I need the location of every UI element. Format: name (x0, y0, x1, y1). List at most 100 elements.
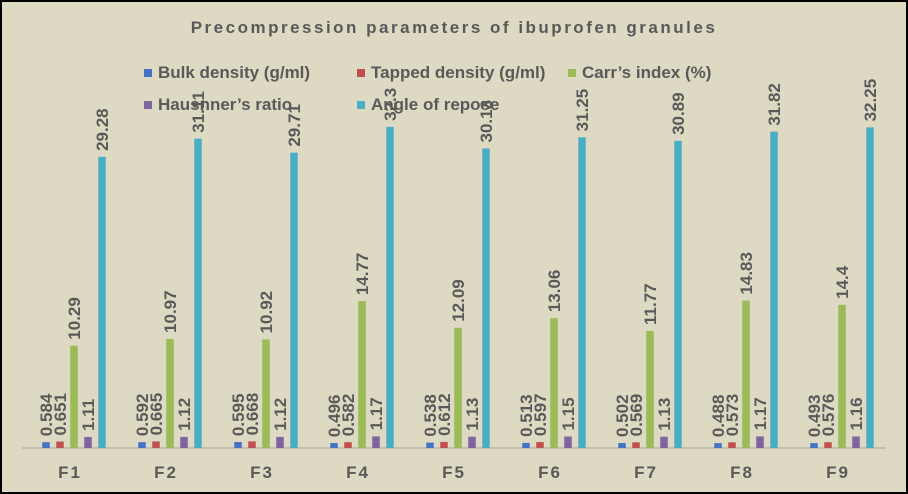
bar-f7-series-1 (632, 442, 640, 448)
bar-f4-series-0 (330, 443, 338, 448)
bar-f6-series-1 (536, 442, 544, 448)
data-label-f4-series-0: 0.496 (325, 395, 344, 438)
bar-f7-series-2 (646, 330, 654, 448)
legend-label-tapped-density: Tapped density (g/ml) (371, 63, 546, 82)
data-label-f5-series-1: 0.612 (435, 393, 454, 436)
data-label-f8-series-4: 31.82 (765, 83, 784, 126)
data-label-f4-series-3: 1.17 (367, 397, 386, 430)
bar-f3-series-0 (234, 442, 242, 448)
data-label-f3-series-4: 29.71 (285, 104, 304, 147)
bar-f2-series-0 (138, 442, 146, 448)
bar-f1-series-4 (98, 156, 106, 448)
bar-f6-series-3 (564, 436, 572, 448)
legend-label-carrs-index: Carr’s index (%) (582, 63, 712, 82)
bar-f6-series-4 (578, 137, 586, 448)
bar-f4-series-2 (358, 301, 366, 448)
data-label-f8-series-2: 14.83 (737, 252, 756, 295)
data-label-f5-series-2: 12.09 (449, 279, 468, 322)
data-label-f6-series-3: 1.15 (559, 397, 578, 430)
legend-label-bulk-density: Bulk density (g/ml) (158, 63, 311, 82)
bar-f5-series-3 (468, 436, 476, 448)
legend-item-carrs-index: Carr’s index (%) (568, 63, 711, 83)
data-label-f8-series-3: 1.17 (751, 397, 770, 430)
bar-f1-series-3 (84, 436, 92, 448)
data-label-f7-series-3: 1.13 (655, 398, 674, 431)
data-label-f1-series-3: 1.11 (79, 399, 98, 431)
bar-f9-series-1 (824, 442, 832, 448)
legend-swatch-hausner-ratio (144, 101, 152, 109)
legend-item-hausner-ratio: Hausnner’s ratio (144, 95, 292, 115)
data-label-f3-series-1: 0.668 (243, 393, 262, 436)
bar-f6-series-0 (522, 442, 530, 448)
data-label-f4-series-2: 14.77 (353, 253, 372, 296)
chart-title: Precompression parameters of ibuprofen g… (190, 18, 718, 37)
bar-f1-series-2 (70, 345, 78, 448)
bar-f7-series-3 (660, 436, 668, 448)
legend-label-angle-of-repose: Angle of repose (371, 95, 500, 114)
legend-item-tapped-density: Tapped density (g/ml) (357, 63, 545, 83)
data-label-f4-series-1: 0.582 (339, 394, 358, 437)
bar-f3-series-1 (248, 441, 256, 448)
bar-f4-series-3 (372, 436, 380, 448)
legend-swatch-bulk-density (144, 69, 152, 77)
bar-f1-series-0 (42, 442, 50, 448)
bar-f2-series-4 (194, 138, 202, 449)
x-tick-label-f5: F5 (442, 463, 466, 482)
bar-f7-series-0 (618, 443, 626, 448)
bar-f8-series-4 (770, 131, 778, 449)
bar-f8-series-2 (742, 300, 750, 448)
data-label-f1-series-4: 29.28 (93, 108, 112, 151)
data-label-f8-series-0: 0.488 (709, 395, 728, 438)
bar-f5-series-2 (454, 327, 462, 448)
bar-f4-series-4 (386, 126, 394, 449)
legend-label-hausner-ratio: Hausnner’s ratio (158, 95, 293, 114)
data-label-f6-series-0: 0.513 (517, 394, 536, 437)
legend-item-angle-of-repose: Angle of repose (357, 95, 499, 115)
x-tick-label-f2: F2 (154, 463, 178, 482)
data-label-f9-series-0: 0.493 (805, 395, 824, 438)
data-label-f5-series-3: 1.13 (463, 398, 482, 431)
x-tick-label-f1: F1 (58, 463, 82, 482)
data-label-f7-series-4: 30.89 (669, 92, 688, 135)
data-label-f2-series-2: 10.97 (161, 290, 180, 333)
data-label-f1-series-2: 10.29 (65, 297, 84, 340)
data-label-f5-series-0: 0.538 (421, 394, 440, 437)
x-tick-label-f7: F7 (634, 463, 658, 482)
data-label-f3-series-0: 0.595 (229, 394, 248, 437)
data-label-f2-series-4: 31.11 (189, 91, 208, 133)
data-label-f7-series-2: 11.77 (641, 283, 660, 325)
data-label-f3-series-3: 1.12 (271, 398, 290, 431)
data-label-f6-series-4: 31.25 (573, 89, 592, 132)
data-label-f1-series-1: 0.651 (51, 393, 70, 436)
data-label-f6-series-1: 0.597 (531, 394, 550, 437)
data-label-f4-series-4: 32.3 (381, 88, 400, 121)
x-tick-label-f8: F8 (730, 463, 754, 482)
bar-f6-series-2 (550, 318, 558, 448)
data-label-f9-series-1: 0.576 (819, 394, 838, 437)
bar-f5-series-0 (426, 442, 434, 448)
x-tick-label-f6: F6 (538, 463, 562, 482)
bar-f9-series-4 (866, 127, 874, 448)
bar-f3-series-3 (276, 436, 284, 448)
data-label-f1-series-0: 0.584 (37, 393, 56, 436)
x-tick-label-f9: F9 (826, 463, 850, 482)
data-label-f7-series-0: 0.502 (613, 394, 632, 437)
data-label-f9-series-4: 32.25 (861, 79, 880, 122)
bar-f5-series-1 (440, 441, 448, 448)
bar-f2-series-1 (152, 441, 160, 448)
bar-f2-series-3 (180, 436, 188, 448)
bar-f7-series-4 (674, 140, 682, 448)
data-label-f6-series-2: 13.06 (545, 270, 564, 313)
legend-swatch-tapped-density (357, 69, 365, 77)
data-label-f9-series-3: 1.16 (847, 397, 866, 430)
data-label-f3-series-2: 10.92 (257, 291, 276, 334)
legend-swatch-angle-of-repose (357, 101, 365, 109)
data-label-f8-series-1: 0.573 (723, 394, 742, 437)
bar-f9-series-0 (810, 443, 818, 448)
x-tick-label-f4: F4 (346, 463, 370, 482)
data-label-f9-series-2: 14.4 (833, 265, 852, 299)
data-label-f5-series-4: 30.13 (477, 100, 496, 143)
bar-f3-series-4 (290, 152, 298, 448)
